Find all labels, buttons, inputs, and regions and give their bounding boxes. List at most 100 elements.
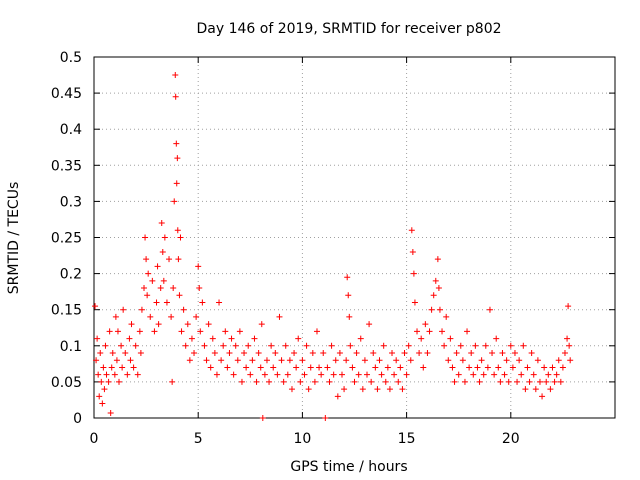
data-point	[426, 328, 433, 335]
data-point	[100, 364, 107, 371]
data-point	[163, 299, 170, 306]
data-point	[107, 409, 114, 416]
data-point	[251, 335, 258, 342]
data-point	[272, 350, 279, 357]
data-point	[514, 378, 521, 385]
data-point	[564, 335, 571, 342]
data-point	[109, 350, 116, 357]
data-point	[216, 299, 223, 306]
data-point	[188, 335, 195, 342]
data-point	[434, 256, 441, 263]
y-tick-label: 0.4	[60, 122, 82, 138]
data-point	[505, 378, 512, 385]
data-point	[346, 313, 353, 320]
data-point	[511, 350, 518, 357]
data-point	[114, 328, 121, 335]
data-point	[172, 93, 179, 100]
data-point	[161, 234, 168, 241]
data-point	[130, 364, 137, 371]
data-point	[186, 357, 193, 364]
data-point	[261, 371, 268, 378]
data-point	[395, 378, 402, 385]
data-point	[280, 378, 287, 385]
data-point	[268, 342, 275, 349]
data-point	[245, 342, 252, 349]
data-point	[476, 378, 483, 385]
data-point	[203, 357, 210, 364]
data-point	[288, 386, 295, 393]
data-point	[284, 371, 291, 378]
y-tick-label: 0.45	[51, 86, 82, 102]
data-point	[95, 371, 102, 378]
data-point	[418, 335, 425, 342]
data-point	[201, 342, 208, 349]
data-point	[507, 342, 514, 349]
data-point	[205, 321, 212, 328]
data-point	[207, 364, 214, 371]
data-point	[566, 342, 573, 349]
data-point	[355, 371, 362, 378]
data-point	[528, 350, 535, 357]
data-point	[126, 335, 133, 342]
data-point	[408, 227, 415, 234]
data-point	[424, 350, 431, 357]
data-point	[405, 342, 412, 349]
data-point	[249, 357, 256, 364]
data-point	[169, 378, 176, 385]
data-point	[532, 386, 539, 393]
data-point	[534, 357, 541, 364]
data-point	[172, 72, 179, 79]
data-point	[410, 270, 417, 277]
data-point	[282, 342, 289, 349]
data-point	[142, 234, 149, 241]
data-point	[338, 371, 345, 378]
data-point	[474, 364, 481, 371]
data-point	[276, 313, 283, 320]
y-axis-label: SRMTID / TECUs	[6, 182, 22, 295]
data-point	[553, 371, 560, 378]
data-point	[230, 371, 237, 378]
data-point	[151, 328, 158, 335]
data-point	[274, 371, 281, 378]
data-point	[97, 350, 104, 357]
data-point	[138, 306, 145, 313]
data-point	[149, 277, 156, 284]
data-point	[243, 364, 250, 371]
data-point	[94, 335, 101, 342]
data-point	[191, 350, 198, 357]
data-point	[401, 350, 408, 357]
data-point	[344, 274, 351, 281]
data-point	[455, 371, 462, 378]
data-point	[180, 306, 187, 313]
data-point	[159, 248, 166, 255]
data-point	[195, 263, 202, 270]
data-point	[501, 371, 508, 378]
data-point	[414, 328, 421, 335]
data-point	[182, 342, 189, 349]
data-point	[420, 364, 427, 371]
data-point	[145, 270, 152, 277]
data-point	[493, 335, 500, 342]
data-point	[228, 335, 235, 342]
data-point	[122, 350, 129, 357]
data-point	[470, 371, 477, 378]
x-axis: 0 5 10 15 20	[90, 57, 520, 447]
data-point	[497, 378, 504, 385]
data-point	[376, 357, 383, 364]
data-point	[549, 364, 556, 371]
data-point	[291, 350, 298, 357]
y-tick-label: 0.05	[51, 375, 82, 391]
data-point	[93, 357, 100, 364]
data-point	[559, 364, 566, 371]
data-point	[141, 285, 148, 292]
data-point	[278, 357, 285, 364]
data-point	[380, 342, 387, 349]
data-point	[155, 321, 162, 328]
x-tick-label: 20	[502, 431, 520, 447]
data-point	[347, 342, 354, 349]
data-point	[177, 234, 184, 241]
chart-title: Day 146 of 2019, SRMTID for receiver p80…	[196, 21, 501, 37]
data-point	[174, 155, 181, 162]
y-tick-label: 0.25	[51, 231, 82, 247]
data-point	[102, 342, 109, 349]
